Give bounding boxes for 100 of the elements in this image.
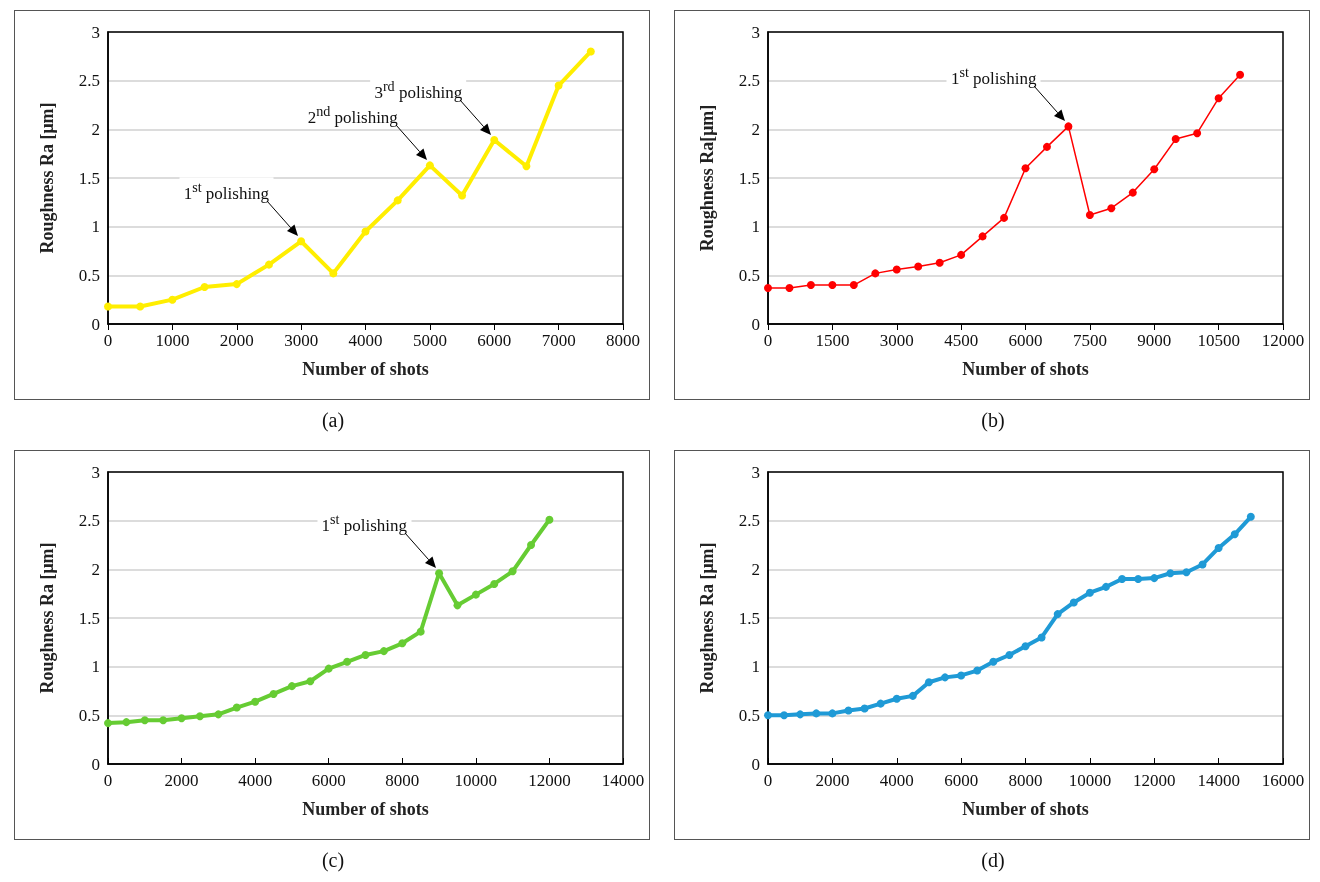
y-tick-label: 3: [751, 462, 760, 482]
y-axis-title: Roughness Ra [μm]: [37, 102, 57, 254]
point: [104, 302, 112, 311]
y-tick-label: 0.5: [738, 705, 760, 725]
point: [122, 718, 131, 727]
point: [764, 711, 772, 720]
point: [806, 281, 815, 290]
y-tick-label: 1: [751, 657, 760, 677]
point: [892, 265, 901, 274]
point: [978, 232, 987, 241]
point: [1101, 582, 1110, 591]
point: [140, 716, 149, 725]
point: [398, 639, 407, 648]
point: [812, 709, 821, 718]
point: [306, 677, 315, 686]
point: [876, 699, 885, 708]
y-tick-label: 1: [91, 657, 100, 677]
point: [914, 262, 923, 271]
point: [1246, 512, 1255, 521]
point: [177, 714, 186, 723]
point: [1230, 530, 1239, 539]
x-tick-label: 7000: [541, 331, 576, 350]
point: [287, 682, 296, 691]
annotation: 1$^{st}$ polishing: [317, 509, 412, 537]
y-tick-label: 2.5: [78, 511, 100, 531]
point: [471, 590, 480, 599]
point: [1021, 164, 1030, 173]
x-tick-label: 6000: [477, 331, 512, 350]
point: [522, 162, 531, 171]
y-tick-label: 2.5: [78, 71, 100, 91]
annotation: 1$^{st}$ polishing: [946, 62, 1041, 90]
point: [796, 710, 805, 719]
point: [764, 283, 772, 292]
point: [545, 515, 554, 524]
point: [1085, 588, 1094, 597]
x-tick-label: 3000: [879, 331, 914, 350]
y-tick-label: 2: [91, 119, 100, 139]
x-tick-label: 9000: [1137, 331, 1172, 350]
point: [1171, 135, 1180, 144]
y-tick-label: 1.5: [738, 168, 760, 188]
point: [1042, 142, 1051, 151]
point: [957, 250, 966, 259]
y-axis-title: Roughness Ra[μm]: [697, 104, 717, 252]
point: [232, 703, 241, 712]
point: [195, 712, 204, 721]
point: [908, 691, 917, 700]
text: (d): [981, 849, 1005, 872]
point: [554, 81, 563, 90]
x-tick-label: 6000: [944, 771, 979, 790]
x-tick-label: 14000: [1197, 771, 1240, 790]
x-tick-label: 1000: [155, 331, 190, 350]
point: [1150, 574, 1159, 583]
y-tick-label: 3: [751, 22, 760, 42]
y-tick-label: 0.5: [78, 705, 100, 725]
point: [586, 47, 595, 56]
x-tick-label: 14000: [601, 771, 645, 790]
x-tick-label: 8000: [606, 331, 640, 350]
point: [1085, 210, 1094, 219]
point: [1037, 633, 1046, 642]
y-tick-label: 2.5: [738, 71, 760, 91]
x-tick-label: 2000: [815, 771, 850, 790]
point: [200, 283, 209, 292]
x-tick-label: 8000: [385, 771, 420, 790]
x-axis-title: Number of shots: [962, 359, 1089, 379]
point: [1118, 575, 1127, 584]
point: [1182, 568, 1191, 577]
point: [871, 269, 880, 278]
y-tick-label: 1: [751, 217, 760, 237]
point: [232, 280, 241, 289]
x-tick-label: 12000: [1133, 771, 1176, 790]
x-tick-label: 4000: [879, 771, 914, 790]
point: [935, 258, 944, 267]
point: [828, 281, 837, 290]
x-tick-label: 16000: [1261, 771, 1305, 790]
point: [1236, 70, 1245, 79]
point: [269, 689, 278, 698]
y-tick-label: 0: [91, 314, 100, 334]
point: [1193, 129, 1202, 138]
y-tick-label: 1.5: [78, 608, 100, 628]
point: [1198, 560, 1207, 569]
y-tick-label: 1: [91, 217, 100, 237]
point: [860, 704, 869, 713]
y-axis-title: Roughness Ra [μm]: [697, 542, 717, 694]
point: [136, 302, 145, 311]
annotation: 2$^{nd}$ polishing: [303, 101, 402, 129]
y-tick-label: 2: [751, 559, 760, 579]
y-tick-label: 1.5: [738, 608, 760, 628]
x-axis-title: Number of shots: [302, 799, 429, 819]
point: [1128, 188, 1137, 197]
y-tick-label: 0: [751, 754, 760, 774]
y-tick-label: 3: [91, 462, 100, 482]
text: (c): [321, 849, 345, 872]
x-tick-label: 1500: [815, 331, 850, 350]
point: [957, 671, 966, 680]
annotation: 3$^{rd}$ polishing: [370, 76, 467, 104]
point: [297, 237, 306, 246]
point: [1021, 642, 1030, 651]
point: [361, 650, 370, 659]
point: [1005, 650, 1014, 659]
point: [508, 567, 517, 576]
